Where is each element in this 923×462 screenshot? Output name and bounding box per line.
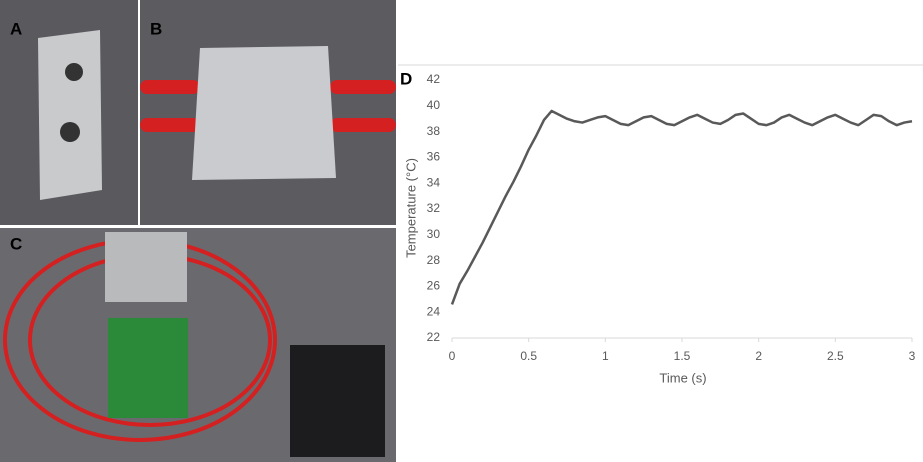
panel-label: D (400, 69, 412, 88)
data-line (450, 109, 913, 305)
y-tick-label: 26 (427, 279, 441, 293)
y-tick-label: 36 (427, 150, 441, 164)
y-tick-label: 24 (427, 304, 441, 318)
y-tick-label: 30 (427, 227, 441, 241)
x-tick-label: 2.5 (827, 349, 844, 363)
photo-a (0, 0, 138, 225)
y-tick-label: 34 (427, 175, 441, 189)
x-axis-label: Time (s) (659, 370, 706, 385)
y-tick-label: 22 (427, 330, 441, 344)
x-tick-label: 0 (449, 349, 456, 363)
x-tick-label: 3 (909, 349, 916, 363)
y-tick-label: 28 (427, 253, 441, 267)
y-tick-label: 42 (427, 72, 441, 86)
y-axis-label: Temperature (°C) (403, 158, 418, 258)
x-tick-label: 2 (755, 349, 762, 363)
x-tick-label: 0.5 (520, 349, 537, 363)
panel-label: A (10, 19, 22, 38)
y-tick-label: 32 (427, 201, 441, 215)
photo-b (140, 0, 396, 225)
y-tick-label: 40 (427, 98, 441, 112)
x-tick-label: 1 (602, 349, 609, 363)
y-tick-label: 38 (427, 124, 441, 138)
photo-c (0, 228, 396, 462)
x-tick-label: 1.5 (674, 349, 691, 363)
panel-label: B (150, 19, 162, 38)
panel-label: C (10, 234, 22, 253)
